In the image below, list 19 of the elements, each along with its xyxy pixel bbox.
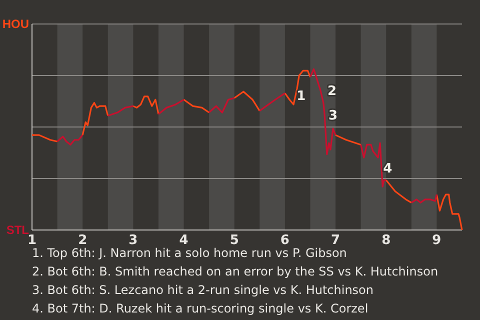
annotation: 2 (327, 84, 337, 100)
x-tick-label: 6 (280, 233, 290, 248)
text: STL (6, 223, 29, 237)
x-tick-label: 9 (432, 233, 442, 248)
text: HOU (2, 17, 29, 31)
x-tick-label: 1 (27, 233, 37, 248)
x-tick-label: 7 (331, 233, 340, 248)
annotation: 1 (296, 88, 306, 104)
x-tick-label: 4 (179, 233, 188, 248)
annotation: 3 (328, 108, 338, 124)
text: 4. Bot 7th: D. Ruzek hit a run-scoring single vs K. Corzel (32, 302, 368, 316)
x-tick-label: 8 (382, 233, 391, 248)
text: 3. Bot 6th: S. Lezcano hit a 2-run single vs K. Hutchinson (32, 283, 374, 297)
text: 2. Bot 6th: B. Smith reached on an error by the SS vs K. Hutchinson (32, 264, 438, 278)
x-tick-label: 3 (128, 233, 138, 248)
text: 1. Top 6th: J. Narron hit a solo home run vs P. Gibson (32, 246, 347, 260)
annotation: 4 (383, 161, 392, 176)
x-tick-label: 2 (78, 233, 88, 248)
x-tick-label: 5 (230, 233, 239, 248)
